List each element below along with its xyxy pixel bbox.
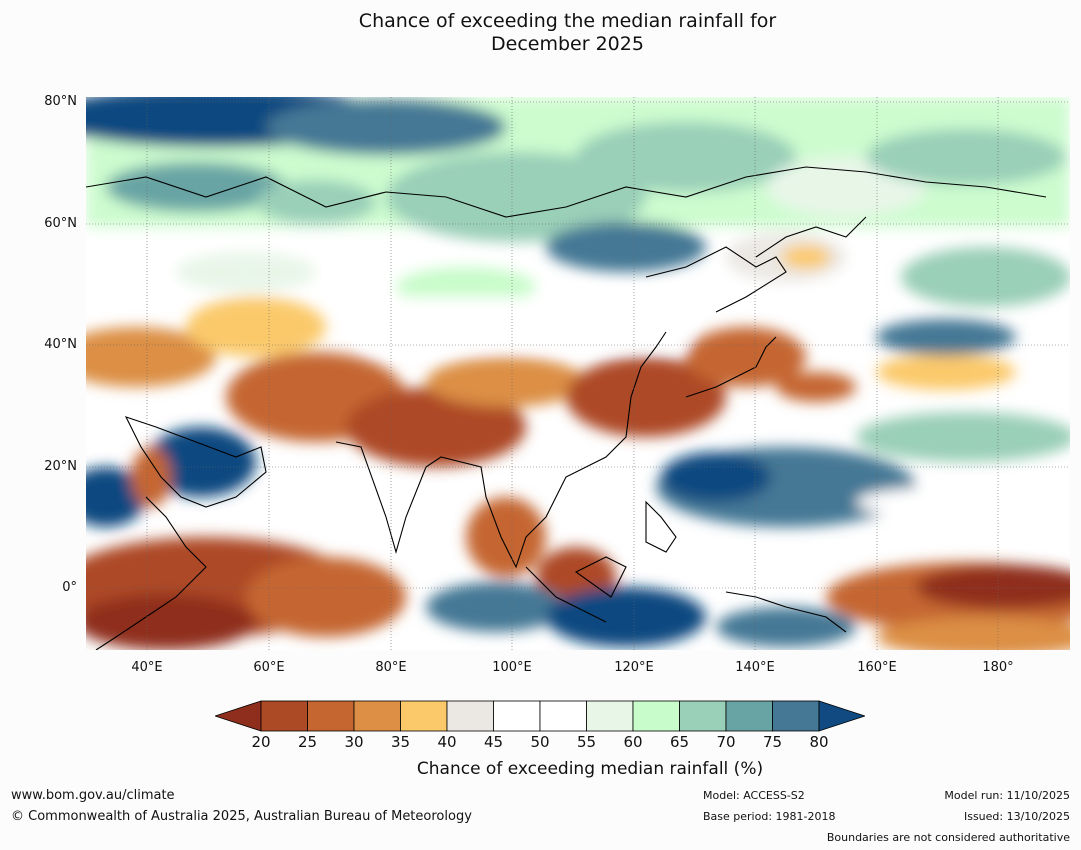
colorbar-extend-low (215, 700, 262, 732)
colorbar-tick-label: 45 (483, 733, 504, 751)
lon-label-160e: 160°E (857, 660, 897, 675)
colorbar-segments (260, 700, 820, 732)
lon-label-120e: 120°E (614, 660, 654, 675)
colorbar-segment (772, 700, 820, 732)
colorbar-tick-label: 20 (251, 733, 271, 751)
lon-label-140e: 140°E (735, 660, 775, 675)
probability-field (86, 97, 1070, 650)
colorbar-tick-label: 65 (669, 733, 690, 751)
base-period-text: Base period: 1981-2018 (703, 810, 836, 823)
colorbar-segment (679, 700, 727, 732)
colorbar-segment (725, 700, 773, 732)
colorbar-extend-high (818, 700, 865, 732)
colorbar-tick-label: 55 (576, 733, 597, 751)
colorbar-tick-label: 25 (297, 733, 318, 751)
lat-label-80n: 80°N (44, 94, 77, 109)
colorbar-segment (632, 700, 680, 732)
title-line-2: December 2025 (491, 33, 644, 55)
colorbar-tick-label: 60 (623, 733, 643, 751)
model-run-text: Model run: 11/10/2025 (944, 789, 1070, 802)
model-text: Model: ACCESS-S2 (703, 789, 805, 802)
colorbar-tick-label: 75 (762, 733, 783, 751)
colorbar-segment (493, 700, 541, 732)
colorbar-label: Chance of exceeding median rainfall (%) (416, 759, 764, 779)
lon-label-100e: 100°E (492, 660, 532, 675)
lon-label-80e: 80°E (375, 660, 407, 675)
lat-label-40n: 40°N (44, 337, 77, 352)
colorbar-segment (539, 700, 587, 732)
colorbar-tick-label: 40 (437, 733, 457, 751)
issued-text: Issued: 13/10/2025 (963, 810, 1070, 823)
lat-label-0: 0° (62, 580, 77, 595)
map-canvas (86, 97, 1070, 650)
colorbar-tick-label: 70 (716, 733, 736, 751)
lon-label-60e: 60°E (253, 660, 285, 675)
rainfall-map (86, 97, 1070, 650)
disclaimer-text: Boundaries are not considered authoritat… (826, 831, 1070, 844)
colorbar-segment (260, 700, 308, 732)
colorbar-segment (353, 700, 401, 732)
lat-label-60n: 60°N (44, 216, 77, 231)
map-title: Chance of exceeding the median rainfall … (0, 10, 1081, 56)
title-line-1: Chance of exceeding the median rainfall … (358, 10, 777, 32)
lon-label-180: 180° (982, 660, 1014, 675)
colorbar-tick-label: 35 (390, 733, 411, 751)
colorbar-tick-label: 30 (344, 733, 364, 751)
colorbar-segment (307, 700, 355, 732)
colorbar-tick-label: 50 (530, 733, 550, 751)
lat-label-20n: 20°N (44, 459, 77, 474)
coastlines (86, 166, 1047, 650)
colorbar-tick-label: 80 (809, 733, 829, 751)
website-text: www.bom.gov.au/climate (11, 788, 175, 803)
colorbar (215, 700, 865, 732)
graticule (86, 97, 1070, 650)
colorbar-segment (400, 700, 448, 732)
copyright-text: © Commonwealth of Australia 2025, Austra… (11, 809, 472, 824)
colorbar-segment (446, 700, 494, 732)
colorbar-segment (586, 700, 634, 732)
lon-label-40e: 40°E (131, 660, 163, 675)
